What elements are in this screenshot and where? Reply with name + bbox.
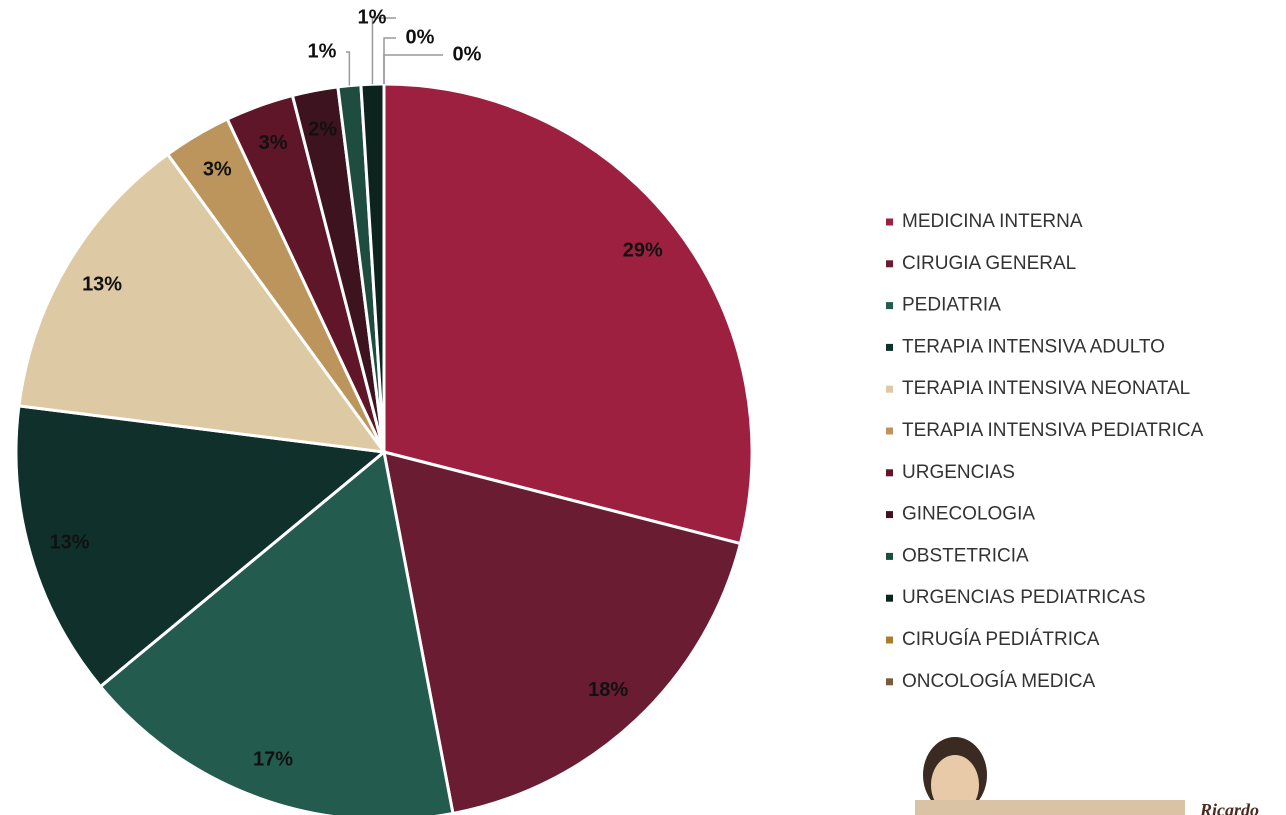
data-label: 2% [308, 119, 337, 141]
legend-marker [886, 427, 893, 435]
leader-line [346, 51, 351, 86]
legend-label: TERAPIA INTENSIVA ADULTO [902, 336, 1165, 357]
data-label: 18% [588, 679, 628, 701]
legend-label: CIRUGÍA PEDIÁTRICA [902, 629, 1100, 650]
legend-marker [886, 678, 893, 686]
pie-slice [382, 449, 743, 815]
data-label: 0% [453, 43, 482, 65]
legend-marker [886, 260, 893, 268]
pie-slice [382, 82, 754, 546]
leader-line [383, 54, 443, 84]
data-label: 0% [406, 26, 435, 48]
legend-marker [886, 636, 893, 644]
data-label: 3% [259, 132, 288, 154]
legend-marker [886, 218, 893, 226]
legend-label: PEDIATRIA [902, 295, 1001, 316]
data-label: 1% [358, 6, 387, 28]
logo: Ricardo [915, 737, 1259, 815]
legend-label: OBSTETRICIA [902, 545, 1029, 566]
leader-line [383, 37, 396, 84]
legend-marker [886, 385, 893, 393]
pie-slice [14, 404, 388, 689]
data-label: 13% [49, 532, 89, 554]
data-label: 1% [308, 40, 337, 62]
legend-label: URGENCIAS [902, 462, 1015, 483]
legend-label: CIRUGIA GENERAL [902, 253, 1076, 274]
legend-label: MEDICINA INTERNA [902, 211, 1083, 232]
legend-marker [886, 511, 893, 519]
legend-marker [886, 302, 893, 310]
data-label: 17% [253, 748, 293, 770]
data-label: 29% [623, 240, 663, 262]
legend-label: GINECOLOGIA [902, 504, 1035, 525]
logo-band [915, 800, 1185, 815]
legend-label: TERAPIA INTENSIVA NEONATAL [902, 378, 1190, 399]
pie-slice [98, 449, 455, 815]
leader-line [371, 17, 396, 85]
logo-text: Ricardo [1199, 800, 1259, 815]
legend-label: ONCOLOGÍA MEDICA [902, 671, 1096, 692]
legend-label: TERAPIA INTENSIVA PEDIATRICA [902, 420, 1204, 441]
data-label: 13% [82, 274, 122, 296]
pie-slice [17, 152, 388, 454]
legend-marker [886, 469, 893, 477]
legend-marker [886, 343, 893, 351]
legend-marker [886, 552, 893, 560]
legend-label: URGENCIAS PEDIATRICAS [902, 587, 1146, 608]
data-label: 3% [203, 158, 232, 180]
legend-marker [886, 594, 893, 602]
